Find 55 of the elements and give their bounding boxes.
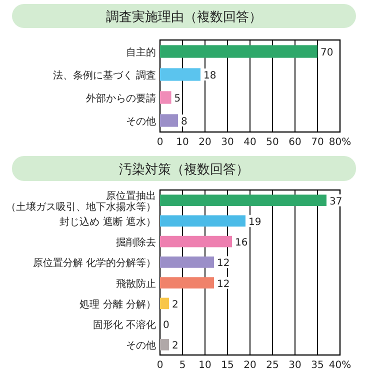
y-tick-label: 自主的 xyxy=(126,46,156,58)
y-tick-label: 原位置分解 化学的分解等） xyxy=(32,257,156,270)
chart-title: 汚染対策（複数回答） xyxy=(119,162,249,178)
data-label: 37 xyxy=(330,196,342,208)
y-tick-label: 飛散防止 xyxy=(116,278,156,290)
data-label: 5 xyxy=(174,94,181,104)
bar xyxy=(160,339,169,350)
data-label: 19 xyxy=(248,216,262,228)
x-tick-label: 30 xyxy=(221,137,234,148)
bar xyxy=(160,45,318,58)
data-label: 16 xyxy=(235,238,248,249)
y-tick-label: 固形化 不溶化 xyxy=(92,319,156,332)
x-tick-label: 25 xyxy=(266,360,279,371)
x-tick-label: 20 xyxy=(244,360,256,371)
data-label: 8 xyxy=(181,116,188,128)
x-tick-label: 5 xyxy=(179,360,186,371)
y-tick-label: その他 xyxy=(126,340,156,352)
y-tick-label: 掘削除去 xyxy=(116,236,156,249)
bar xyxy=(160,236,232,248)
data-label: 70 xyxy=(320,48,334,58)
data-label: 18 xyxy=(204,70,216,82)
bar xyxy=(160,298,169,310)
x-tick-label: 35 xyxy=(311,360,324,371)
x-tick-label: 0 xyxy=(156,137,164,148)
x-tick-label: 60 xyxy=(288,137,302,148)
x-tick-label: 10 xyxy=(198,360,212,371)
bar xyxy=(160,256,214,268)
bar xyxy=(160,277,214,288)
y-tick-label: 外部からの要請 xyxy=(86,92,156,104)
y-tick-label: その他 xyxy=(126,116,156,128)
y-tick-label: 封じ込め 遮断 遮水） xyxy=(60,216,156,228)
data-label: 12 xyxy=(217,258,230,270)
x-tick-label: 40 xyxy=(244,137,256,148)
x-tick-label: 70 xyxy=(311,137,324,148)
x-tick-label: 15 xyxy=(221,360,234,371)
x-tick-label: 30 xyxy=(288,360,302,371)
bar xyxy=(160,114,178,127)
x-tick-label: 20 xyxy=(198,137,212,148)
bar xyxy=(160,91,172,104)
y-tick-label: 処理 分離 分解） xyxy=(80,298,156,310)
bar xyxy=(160,215,246,227)
bar xyxy=(160,194,326,206)
chart-title: 調査実施理由（複数回答） xyxy=(106,9,262,25)
x-tick-label: 10 xyxy=(176,137,189,148)
x-tick-label: 0 xyxy=(156,360,164,371)
x-tick-label: 50 xyxy=(266,137,279,148)
y-tick-label: 原位置抽出（土壌ガス吸引、地下水揚水等） xyxy=(6,190,156,213)
data-label: 12 xyxy=(217,278,230,290)
x-tick-label: 40% xyxy=(328,360,352,371)
data-label: 2 xyxy=(172,340,178,352)
y-tick-label: 法、条例に基づく 調査 xyxy=(52,70,156,82)
x-tick-label: 80% xyxy=(328,137,352,148)
bar xyxy=(160,68,200,81)
data-label: 2 xyxy=(172,299,178,310)
data-label: 0 xyxy=(163,320,170,332)
